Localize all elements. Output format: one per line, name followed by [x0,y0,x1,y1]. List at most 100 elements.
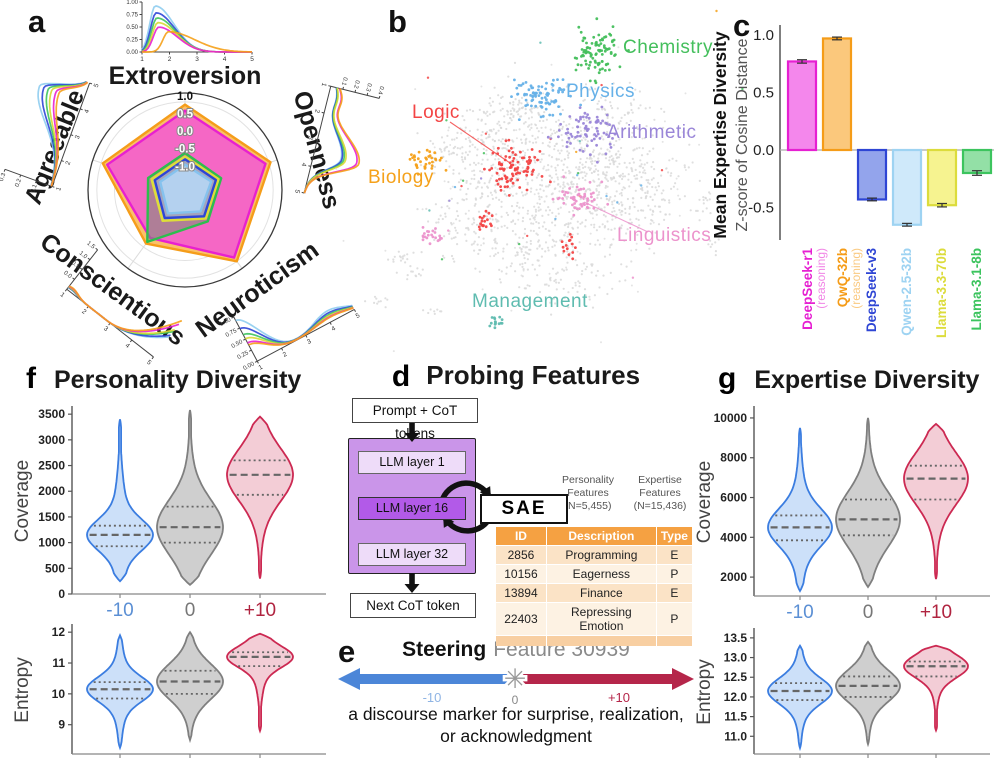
bar-label-DeepSeek-v3: DeepSeek-v3 [864,248,879,333]
cluster-point [585,115,588,119]
cluster-label: Logic [412,102,460,123]
cluster-point [515,86,519,90]
table-header-row: ID Description Type [496,527,692,545]
cluster-point [520,156,524,160]
cluster-point [438,158,442,162]
cluster-point [496,182,500,186]
cluster-point [584,133,588,137]
cluster-point [605,47,609,51]
cluster-point [597,33,601,37]
svg-text:13.5: 13.5 [724,631,748,645]
cluster-point [590,199,594,203]
cluster-point [609,33,613,37]
cluster-point [522,170,526,174]
cluster-point [506,185,509,189]
cluster-point [507,149,511,153]
cluster-point [486,218,489,222]
steer-right-arrow [515,668,694,690]
cluster-point [539,105,543,108]
cluster-point [524,104,528,108]
cluster-point [545,93,548,96]
cluster-point [529,94,532,97]
cluster-point [483,219,487,223]
violin-ylabel: Coverage [694,461,715,543]
violin--10 [86,419,154,583]
cluster-point [518,171,522,175]
cluster-point [438,234,442,238]
cluster-point [428,242,432,246]
cluster-point [561,90,564,94]
cluster-point [578,134,582,138]
cluster-point [594,53,598,56]
cluster-point [419,160,422,164]
svg-text:4: 4 [330,325,337,333]
cluster-point [588,63,591,67]
violin--10 [86,633,154,751]
cluster-point [436,239,440,243]
cluster-point [434,227,437,230]
cluster-point [566,127,569,131]
cluster-point [582,187,586,191]
cluster-point [483,167,486,171]
cluster-point [499,185,502,189]
cluster-point [516,178,519,182]
panel-c-expertise-bar: c 1.0 0.5 0.0 -0.5 Mean Expertise Diversity Z… [710,0,996,362]
cluster-point [567,239,571,243]
cluster-point [551,197,555,201]
svg-text:1: 1 [55,186,63,192]
cluster-point [433,231,437,234]
cluster-point [557,89,560,92]
svg-text:1.0: 1.0 [177,91,193,103]
cluster-point [410,153,413,157]
cluster-point [601,119,604,123]
cluster-point [510,146,513,150]
svg-text:0.25: 0.25 [237,350,251,361]
svg-text:11: 11 [52,656,65,670]
cluster-point [495,179,499,183]
cluster-point [573,206,577,210]
cluster-point [536,158,539,162]
cluster-point [618,65,622,69]
cluster-point [574,246,577,250]
svg-text:0.2: 0.2 [352,79,360,89]
svg-text:-0.5: -0.5 [748,200,774,217]
cluster-point [504,176,508,180]
cluster-point [579,30,583,34]
cluster-point [530,148,534,151]
svg-text:12.5: 12.5 [724,670,748,684]
cluster-point [566,191,570,195]
bar-label-Qwen-2.5-32b: Qwen-2.5-32b [899,248,914,336]
cluster-point [534,91,538,95]
violin-x-label: +10 [920,602,952,623]
cluster-point [525,93,528,96]
cluster-point [595,115,599,119]
svg-text:(reasoning): (reasoning) [849,248,863,309]
violin-0 [835,640,901,748]
cluster-point [544,107,548,111]
cluster-point [524,98,528,102]
svg-text:0.00: 0.00 [242,361,256,372]
svg-text:13.0: 13.0 [724,651,748,665]
cluster-point [502,167,506,171]
svg-text:2000: 2000 [38,484,65,498]
cluster-point [577,188,581,192]
svg-text:-10: -10 [423,690,442,705]
cluster-point [529,159,533,163]
violin-0 [835,417,901,589]
cluster-point [597,48,600,52]
svg-text:2: 2 [168,56,172,63]
cluster-point [568,187,571,190]
cluster-point [510,95,513,98]
svg-text:0.3: 0.3 [364,82,372,92]
cluster-point [478,215,482,219]
svg-text:0.75: 0.75 [225,328,239,339]
cluster-point [421,238,425,242]
cluster-point [521,82,525,86]
llm-layer-32-box: LLM layer 32 [358,543,466,566]
cluster-point [516,160,520,164]
cluster-point [487,211,491,215]
cluster-point [579,117,582,121]
svg-text:4000: 4000 [720,530,747,544]
svg-text:1.00: 1.00 [219,317,233,328]
